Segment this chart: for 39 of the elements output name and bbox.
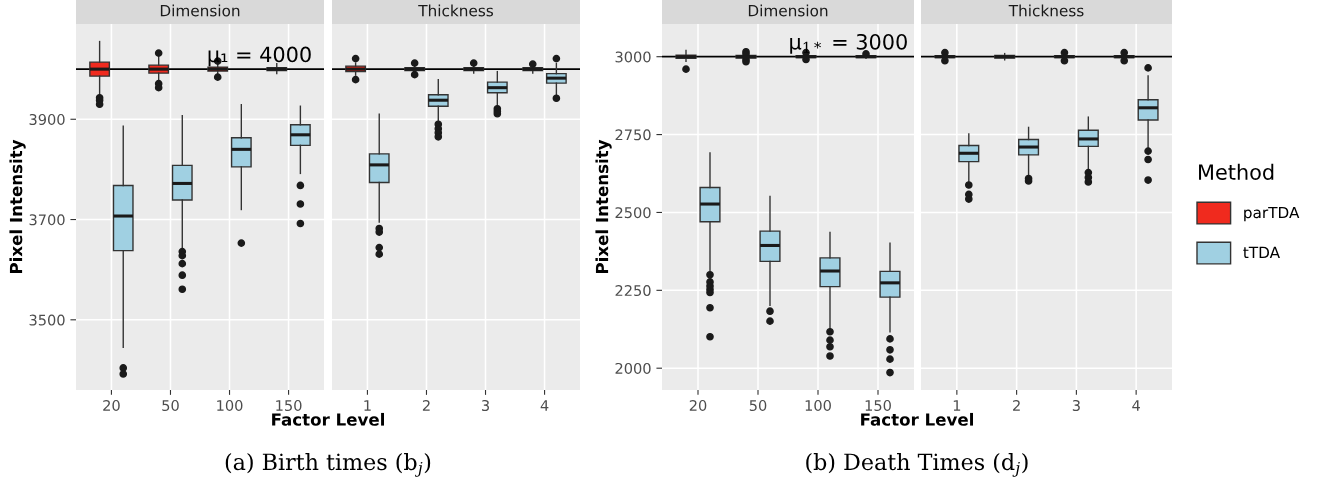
- legend-label: parTDA: [1244, 206, 1300, 222]
- ref-line-label: μ₁ = 4000: [208, 46, 311, 67]
- text: (b) Death Times (d$_{j}$): [806, 453, 1028, 477]
- x-tick-label: 2: [422, 399, 430, 411]
- x-tick-label: 4: [1132, 400, 1140, 411]
- y-axis-title: Pixel Intensity: [595, 139, 612, 274]
- y-tick-label: 3500: [29, 314, 65, 326]
- x-tick-label: 50: [162, 399, 179, 412]
- x-tick-label: 50: [749, 399, 767, 412]
- y-tick-label: 2000: [615, 362, 651, 374]
- text: (a) Birth times (b$_{j}$): [225, 453, 431, 477]
- chart-title: Dimension: [160, 4, 240, 17]
- x-tick-label: 1: [364, 400, 371, 411]
- chart-title: Thickness: [418, 4, 494, 17]
- x-tick-label: 1: [953, 400, 961, 411]
- y-tick-label: 2250: [615, 285, 651, 297]
- ref-line-label: μ$_{1*}$ = 3000: [790, 33, 907, 54]
- x-tick-label: 100: [805, 399, 831, 412]
- chart-title: Thickness: [1008, 4, 1084, 17]
- y-tick-label: 2750: [615, 129, 651, 141]
- x-tick-label: 2: [1013, 399, 1020, 411]
- y-axis-title: Pixel Intensity: [9, 139, 26, 274]
- y-tick-label: 3000: [615, 51, 651, 63]
- y-tick-label: 2500: [615, 207, 651, 219]
- x-axis-title: Factor Level: [272, 412, 384, 426]
- x-tick-label: 20: [689, 399, 707, 412]
- x-tick-label: 3: [482, 399, 489, 412]
- legend-title: Method: [1199, 163, 1274, 180]
- x-tick-label: 100: [217, 399, 243, 412]
- y-tick-label: 3700: [29, 214, 65, 226]
- x-axis-title: Factor Level: [861, 412, 973, 426]
- x-tick-label: 4: [540, 400, 549, 411]
- x-tick-label: 3: [1072, 399, 1080, 412]
- legend-label: tTDA: [1243, 246, 1280, 258]
- chart-title: Dimension: [748, 4, 828, 17]
- x-tick-label: 20: [103, 399, 120, 412]
- x-tick-label: 150: [865, 399, 891, 412]
- y-tick-label: 3900: [29, 113, 65, 126]
- x-tick-label: 150: [276, 399, 302, 412]
